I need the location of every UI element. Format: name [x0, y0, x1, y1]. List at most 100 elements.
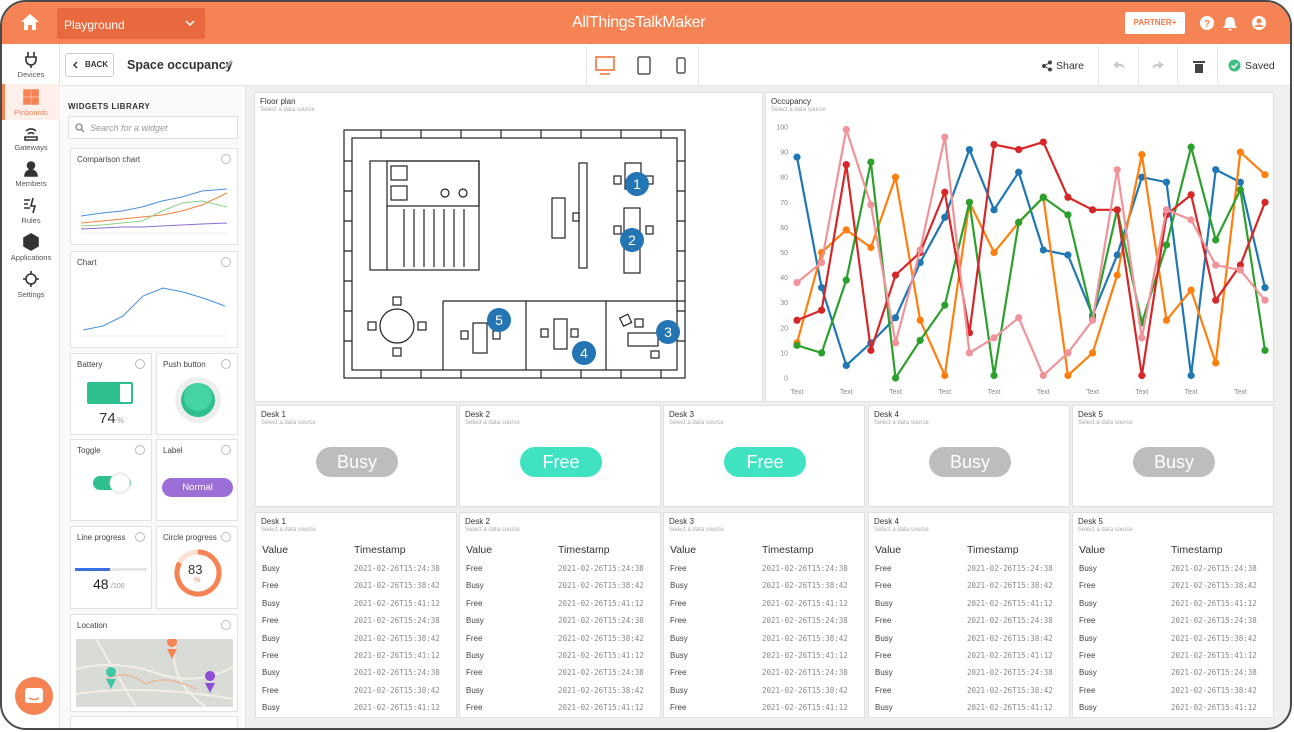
- nav-icon: [24, 197, 37, 214]
- data-point: [1138, 151, 1146, 159]
- value-cell: Free: [262, 685, 279, 695]
- value-cell: Free: [466, 564, 483, 573]
- timestamp-cell: 2021-02-26T15:41:12: [967, 598, 1053, 608]
- timestamp-cell: 2021-02-26T15:38:42: [1171, 685, 1257, 695]
- value-cell: Free: [262, 581, 279, 591]
- data-point: [941, 301, 949, 309]
- data-point: [818, 306, 826, 314]
- device-switch[interactable]: [594, 54, 694, 78]
- nav-item[interactable]: Pinboards: [2, 88, 60, 117]
- back-button[interactable]: BACK: [65, 53, 114, 77]
- battery-unit: %: [117, 416, 125, 425]
- workspace-select[interactable]: Playground: [57, 8, 205, 39]
- divider: [698, 46, 699, 86]
- timestamp-cell: 2021-02-26T15:38:42: [762, 633, 848, 643]
- desk-marker-label: 1: [633, 176, 641, 192]
- x-tick-label: Text: [938, 389, 951, 396]
- widget-title: Circle progress: [163, 533, 217, 542]
- toggle-widget[interactable]: Toggle: [70, 439, 152, 521]
- widget-card[interactable]: Comparison chart: [70, 148, 238, 245]
- desk-marker: [572, 341, 596, 365]
- status-pill: Free: [520, 447, 602, 477]
- battery-level: [89, 384, 121, 402]
- nav-icon: [23, 271, 39, 287]
- data-point: [1064, 251, 1072, 259]
- widget-title: Comparison chart: [77, 155, 141, 164]
- nav-item[interactable]: Gateways: [2, 123, 60, 152]
- data-point: [1212, 359, 1220, 367]
- value-cell: Free: [875, 685, 892, 695]
- value-cell: Free: [1079, 616, 1096, 626]
- line-progress-widget[interactable]: Line progress 48 /100: [70, 526, 152, 609]
- nav-item[interactable]: Rules: [2, 196, 60, 225]
- nav-item[interactable]: Settings: [2, 270, 60, 299]
- y-tick-label: 70: [780, 200, 788, 207]
- value-cell: Busy: [875, 668, 893, 678]
- saved-status: Saved: [1245, 60, 1275, 72]
- data-point: [1261, 171, 1269, 179]
- share-button[interactable]: Share: [1056, 60, 1085, 72]
- timestamp-cell: 2021-02-26T15:41:12: [354, 651, 440, 660]
- data-point: [916, 316, 924, 324]
- data-point: [867, 201, 875, 209]
- header-icons: ?: [1200, 16, 1266, 31]
- nav-item[interactable]: Members: [2, 159, 60, 188]
- data-point: [1261, 296, 1269, 304]
- widget-subtitle: Select a data source: [260, 107, 315, 113]
- timestamp-cell: 2021-02-26T15:41:12: [762, 703, 848, 713]
- circle-progress-widget[interactable]: Circle progress 83 %: [156, 526, 238, 609]
- widget-card[interactable]: [70, 716, 238, 728]
- nav-item[interactable]: Applications: [2, 233, 60, 262]
- timestamp-cell: 2021-02-26T15:41:12: [762, 598, 848, 608]
- widget-card[interactable]: Chart: [70, 251, 238, 348]
- partner-button[interactable]: PARTNER+: [1125, 12, 1185, 34]
- progress-unit: %: [194, 577, 201, 584]
- divider: [586, 46, 587, 86]
- location-widget[interactable]: Location: [70, 614, 238, 712]
- search-icon: [75, 123, 85, 133]
- table-widget: Desk 4 Select a data source Value Timestamp…: [868, 512, 1070, 718]
- battery-widget[interactable]: Battery 74 %: [70, 353, 152, 435]
- timestamp-cell: 2021-02-26T15:41:12: [967, 651, 1053, 660]
- push-button-widget[interactable]: Push button: [156, 353, 238, 435]
- timestamp-cell: 2021-02-26T15:41:12: [762, 651, 848, 660]
- x-tick-label: Text: [889, 389, 902, 396]
- home-icon[interactable]: [20, 13, 40, 31]
- data-point: [1162, 316, 1171, 324]
- timestamp-cell: 2021-02-26T15:41:12: [354, 598, 440, 608]
- y-tick-label: 50: [780, 250, 788, 257]
- status-widget: Desk 3 Select a data source Free: [663, 405, 865, 507]
- column-header: Value: [875, 544, 902, 556]
- search-box[interactable]: Search for a widget: [68, 116, 238, 139]
- chat-button[interactable]: [14, 676, 54, 716]
- nav-item[interactable]: Devices: [2, 50, 60, 79]
- value-cell: Free: [875, 616, 892, 626]
- edit-actions[interactable]: [1110, 58, 1210, 74]
- progress-bar: [75, 568, 110, 571]
- data-point: [941, 133, 949, 141]
- status-widget: Desk 4 Select a data source Busy: [868, 405, 1070, 507]
- data-point: [842, 226, 850, 234]
- y-tick-label: 40: [780, 275, 788, 282]
- value-cell: Busy: [875, 633, 893, 643]
- timestamp-cell: 2021-02-26T15:24:38: [354, 668, 440, 678]
- status-widget: Desk 1 Select a data source Busy: [255, 405, 457, 507]
- x-tick-label: Text: [840, 389, 853, 396]
- data-point: [1113, 166, 1121, 174]
- data-point: [990, 371, 998, 380]
- timestamp-cell: 2021-02-26T15:41:12: [354, 703, 440, 713]
- timestamp-cell: 2021-02-26T15:38:42: [1171, 633, 1257, 643]
- label-widget[interactable]: Label Normal: [156, 439, 238, 521]
- widget-title: Desk 4: [874, 410, 899, 419]
- data-point: [842, 125, 850, 134]
- value-cell: Free: [466, 668, 483, 678]
- data-point: [818, 349, 826, 357]
- nav-label: Applications: [10, 253, 52, 262]
- data-point: [1064, 349, 1072, 357]
- data-point: [965, 198, 974, 206]
- value-cell: Free: [875, 564, 892, 573]
- icon-shape: [25, 52, 37, 68]
- edit-icon[interactable]: [224, 59, 234, 69]
- value-cell: Free: [670, 564, 687, 573]
- value-cell: Free: [1079, 651, 1096, 660]
